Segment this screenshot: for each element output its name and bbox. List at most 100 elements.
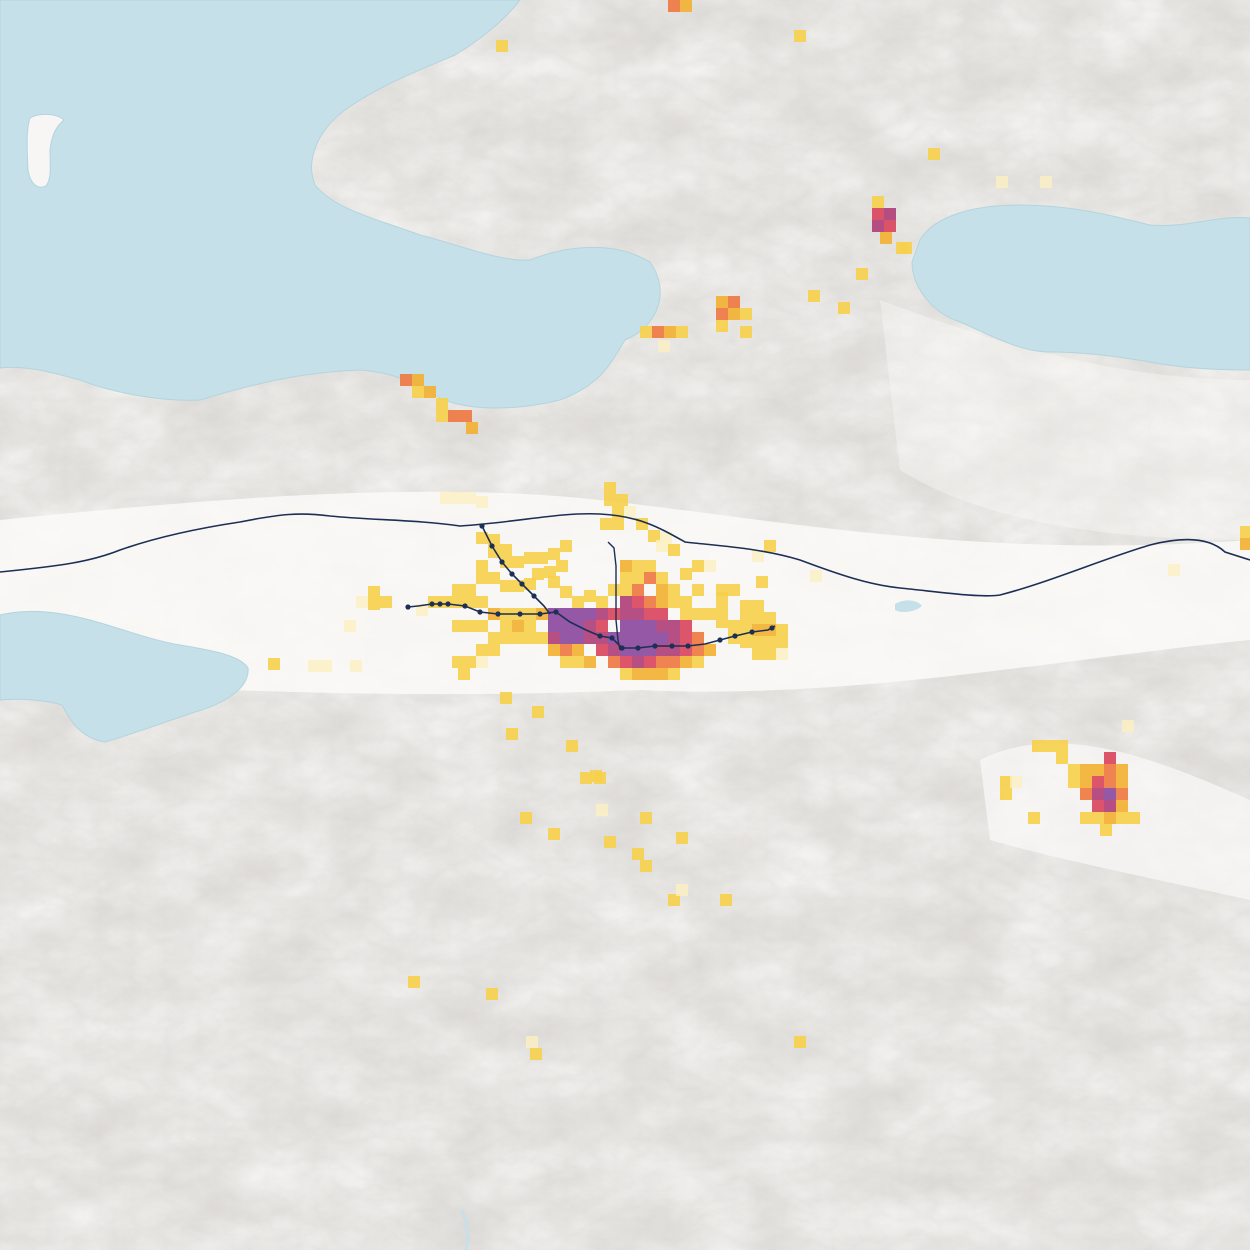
density-cell: [872, 208, 884, 220]
density-cell: [1080, 764, 1092, 776]
density-cell: [544, 566, 556, 578]
station-dot[interactable]: [537, 611, 543, 617]
density-cell: [1092, 788, 1104, 800]
density-cell: [644, 632, 656, 644]
station-dot[interactable]: [635, 645, 641, 651]
station-dot[interactable]: [531, 593, 537, 599]
density-cell: [524, 578, 536, 590]
density-cell: [1044, 740, 1056, 752]
station-dot[interactable]: [519, 581, 525, 587]
density-cell: [1116, 812, 1128, 824]
station-dot[interactable]: [769, 625, 775, 631]
density-cell: [1240, 526, 1250, 538]
station-dot[interactable]: [652, 643, 658, 649]
density-cell: [548, 828, 560, 840]
density-cell: [776, 636, 788, 648]
station-dot[interactable]: [405, 604, 411, 610]
station-dot[interactable]: [495, 611, 501, 617]
density-cell: [752, 550, 764, 562]
density-cell: [668, 596, 680, 608]
station-dot[interactable]: [609, 635, 615, 641]
density-cell: [664, 326, 676, 338]
density-cell: [524, 552, 536, 564]
density-cell: [856, 268, 868, 280]
density-cell: [308, 660, 320, 672]
station-dot[interactable]: [597, 633, 603, 639]
density-cell: [596, 632, 608, 644]
density-cell: [488, 632, 500, 644]
density-cell: [572, 596, 584, 608]
density-cell: [1116, 800, 1128, 812]
density-cell: [1080, 812, 1092, 824]
density-cell: [1104, 752, 1116, 764]
density-cell: [526, 1036, 538, 1048]
density-cell: [1092, 800, 1104, 812]
density-cell: [620, 560, 632, 572]
density-cell: [560, 540, 572, 552]
density-cell: [466, 422, 478, 434]
station-dot[interactable]: [717, 637, 723, 643]
islet: [26, 113, 65, 188]
density-cell: [632, 632, 644, 644]
density-cell: [368, 598, 380, 610]
density-cell: [452, 620, 464, 632]
station-dot[interactable]: [732, 633, 738, 639]
density-cell: [350, 660, 362, 672]
density-cell: [452, 656, 464, 668]
density-cell: [692, 656, 704, 668]
density-cell: [548, 632, 560, 644]
station-dot[interactable]: [685, 643, 691, 649]
density-cell: [416, 604, 428, 616]
density-cell: [644, 656, 656, 668]
density-cell: [400, 374, 412, 386]
station-dot[interactable]: [749, 629, 755, 635]
density-cell: [764, 540, 776, 552]
density-cell: [464, 584, 476, 596]
density-cell: [520, 812, 532, 824]
station-dot[interactable]: [489, 543, 495, 549]
density-cell: [1092, 764, 1104, 776]
density-cell: [500, 580, 512, 592]
density-cell: [668, 632, 680, 644]
density-cell: [720, 894, 732, 906]
density-cell: [620, 608, 632, 620]
density-cell: [752, 624, 764, 636]
density-cell: [764, 612, 776, 624]
density-cell: [1104, 788, 1116, 800]
density-cell: [620, 584, 632, 596]
density-cell: [692, 608, 704, 620]
station-dot[interactable]: [669, 643, 675, 649]
density-cell: [1000, 776, 1012, 788]
density-cell: [716, 584, 728, 596]
density-cell: [716, 616, 728, 628]
station-dot[interactable]: [429, 601, 435, 607]
density-cell: [740, 600, 752, 612]
density-cell: [268, 658, 280, 670]
density-cell: [560, 632, 572, 644]
density-cell: [728, 620, 740, 632]
density-cell: [1104, 764, 1116, 776]
density-cell: [344, 620, 356, 632]
station-dot[interactable]: [462, 603, 468, 609]
density-cell: [584, 656, 596, 668]
density-cell: [448, 410, 460, 422]
density-cell: [596, 596, 608, 608]
density-cell: [608, 656, 620, 668]
density-cell: [1240, 538, 1250, 550]
station-dot[interactable]: [517, 611, 523, 617]
station-dot[interactable]: [445, 601, 451, 607]
density-cell: [1056, 752, 1068, 764]
station-dot[interactable]: [437, 601, 443, 607]
station-dot[interactable]: [499, 559, 505, 565]
density-cell: [1100, 824, 1112, 836]
station-dot[interactable]: [477, 609, 483, 615]
density-cell: [1116, 764, 1128, 776]
density-cell: [632, 584, 644, 596]
station-dot[interactable]: [509, 571, 515, 577]
density-cell: [596, 608, 608, 620]
station-dot[interactable]: [553, 609, 559, 615]
density-cell: [612, 518, 624, 530]
station-dot[interactable]: [619, 645, 625, 651]
station-dot[interactable]: [479, 523, 485, 529]
